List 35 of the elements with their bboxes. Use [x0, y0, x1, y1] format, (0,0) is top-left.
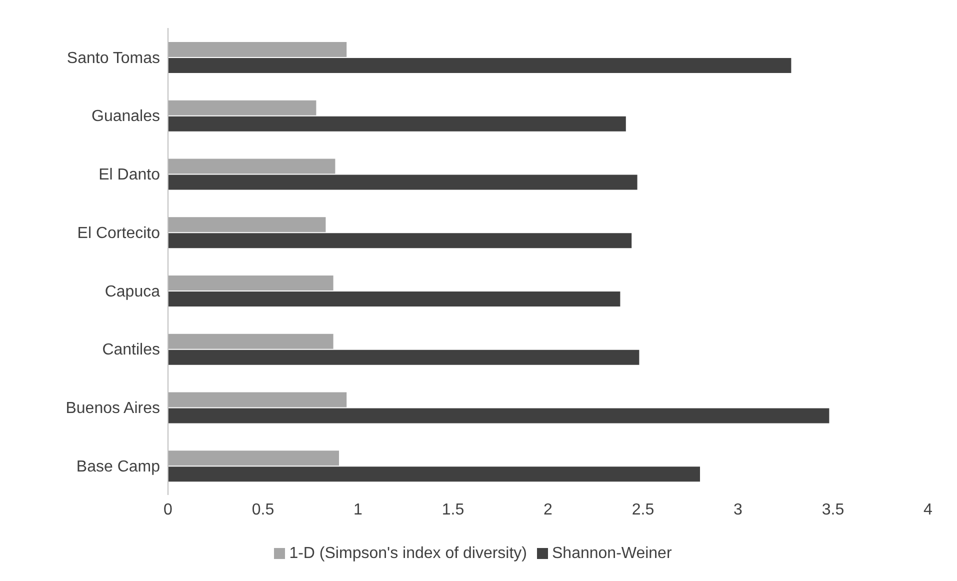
y-tick-label: El Danto — [98, 166, 160, 184]
bar — [168, 174, 638, 190]
bar — [168, 158, 336, 174]
x-tick-label: 0 — [164, 501, 173, 518]
bar — [168, 42, 347, 57]
bar — [168, 392, 347, 408]
y-tick-label: Buenos Aires — [66, 400, 160, 418]
bar — [168, 408, 830, 424]
legend-label: 1-D (Simpson's index of diversity) — [289, 545, 527, 562]
bar — [168, 217, 326, 232]
bar — [168, 276, 334, 290]
y-tick-label: Santo Tomas — [66, 50, 160, 67]
legend-label: Shannon-Weiner — [552, 545, 672, 562]
y-tick-label: Capuca — [104, 283, 160, 300]
y-tick-label: Base Camp — [76, 458, 160, 476]
bar — [168, 292, 620, 306]
bar — [168, 334, 334, 349]
bar — [168, 58, 792, 73]
x-tick-label: 2 — [544, 501, 553, 518]
bar — [168, 100, 316, 116]
x-tick-label: 0.5 — [252, 501, 274, 518]
x-tick-label: 4 — [924, 501, 933, 518]
x-tick-label: 1 — [354, 501, 363, 518]
bar — [168, 466, 700, 482]
x-tick-label: 3 — [734, 501, 743, 518]
bar — [168, 350, 640, 365]
x-tick-label: 2.5 — [632, 501, 654, 518]
bar — [168, 450, 339, 466]
y-tick-label: Guanales — [92, 108, 160, 126]
y-tick-label: Cantiles — [102, 342, 160, 359]
bar — [168, 233, 632, 248]
bar — [168, 116, 626, 132]
x-tick-label: 3.5 — [822, 501, 844, 518]
y-tick-label: El Cortecito — [77, 224, 160, 242]
x-tick-label: 1.5 — [442, 501, 464, 518]
